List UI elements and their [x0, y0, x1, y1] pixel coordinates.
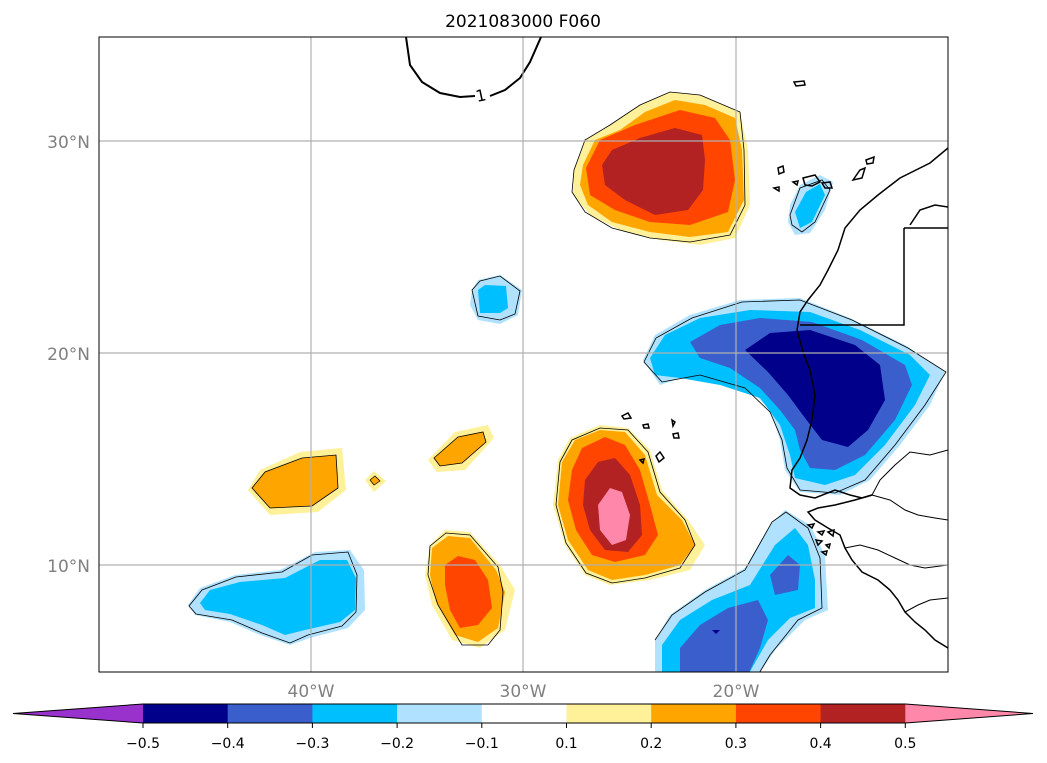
colorbar-tick-label: −0.1	[465, 736, 499, 752]
coastlines	[620, 80, 948, 649]
colorbar-tick-label: 0.2	[640, 736, 662, 752]
colorbar-tick-label: −0.4	[211, 736, 245, 752]
lon-label-40w: 40°W	[288, 682, 335, 702]
contour-label: 1	[474, 85, 488, 106]
positive-anomaly-west	[248, 448, 386, 515]
colorbar-tick-label: −0.3	[295, 736, 329, 752]
map-content: 1	[99, 37, 948, 672]
colorbar-extend-low	[13, 704, 143, 723]
colorbar-tick-label: 0.1	[555, 736, 577, 752]
lat-label-10n: 10°N	[47, 557, 90, 577]
positive-anomaly-north	[571, 91, 750, 245]
negative-anomaly-africa	[643, 298, 947, 495]
colorbar-extend-high	[905, 704, 1033, 723]
lon-label-30w: 30°W	[500, 682, 547, 702]
positive-anomaly-central	[553, 425, 705, 585]
colorbar-segment	[227, 704, 313, 723]
colorbar: −0.5 −0.4 −0.3 −0.2 −0.1 0.1 0.2 0.3 0.4 0.5	[12, 703, 1034, 752]
positive-anomaly-small-1	[428, 425, 494, 472]
colorbar-tick-label: −0.2	[380, 736, 414, 752]
lat-label-20n: 20°N	[47, 345, 90, 365]
colorbar-segment	[397, 704, 483, 723]
figure-title: 2021083000 F060	[445, 12, 601, 32]
colorbar-segment	[312, 704, 398, 723]
colorbar-ticks: −0.5 −0.4 −0.3 −0.2 −0.1 0.1 0.2 0.3 0.4 0.5	[126, 723, 916, 752]
colorbar-tick-label: 0.3	[725, 736, 747, 752]
colorbar-segment	[651, 704, 737, 723]
negative-anomaly-west	[188, 550, 365, 645]
negative-anomaly-small	[470, 275, 522, 324]
map-panel: 1	[47, 36, 949, 702]
colorbar-tick-label: 0.4	[809, 736, 831, 752]
colorbar-tick-label: 0.5	[894, 736, 916, 752]
contour-line: 1	[405, 37, 542, 106]
lon-label-20w: 20°W	[713, 682, 760, 702]
colorbar-segment	[143, 704, 229, 723]
colorbar-segment	[735, 704, 822, 723]
colorbar-segment	[820, 704, 906, 723]
colorbar-segments	[12, 703, 1034, 724]
gridlines	[99, 37, 948, 672]
negative-anomaly-canary	[788, 175, 833, 235]
colorbar-segment	[566, 704, 652, 723]
lat-label-30n: 30°N	[47, 133, 90, 153]
positive-anomaly-south	[425, 530, 515, 648]
map-frame	[98, 36, 949, 673]
colorbar-segment	[481, 704, 567, 723]
negative-anomaly-southeast	[654, 510, 828, 672]
colorbar-tick-label: −0.5	[126, 736, 160, 752]
